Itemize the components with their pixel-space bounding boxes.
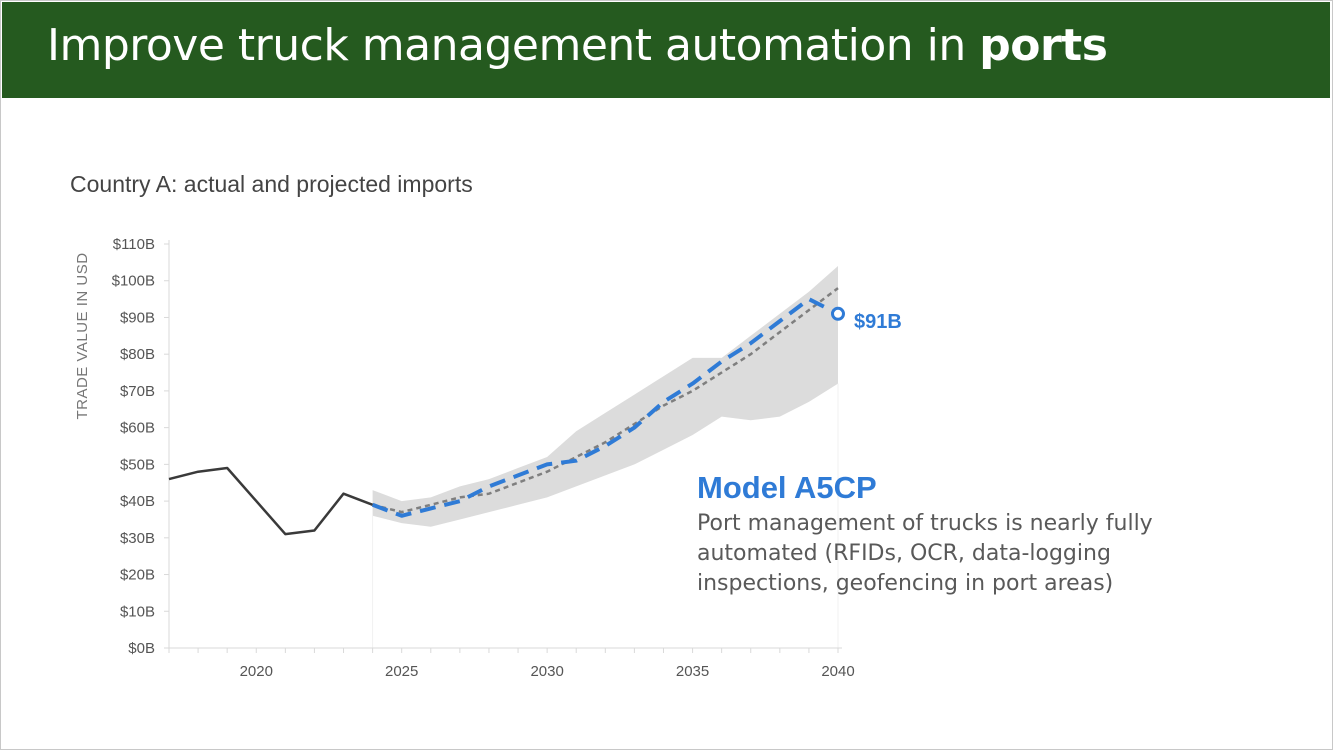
slide-title-regular: Improve truck management automation in	[47, 20, 980, 71]
projection-range-band	[372, 266, 838, 527]
x-tick-label: 2040	[821, 663, 854, 680]
y-tick-label: $60B	[120, 420, 155, 437]
y-tick-label: $50B	[120, 456, 155, 473]
y-axis-title: TRADE VALUE IN USD	[74, 252, 91, 419]
chart-title: Country A: actual and projected imports	[70, 171, 473, 197]
y-tick-label: $0B	[128, 640, 155, 657]
model-end-value-label: $91B	[854, 311, 902, 333]
x-tick-label: 2020	[240, 663, 273, 680]
model-description: Port management of trucks is nearly full…	[697, 511, 1153, 596]
actual-imports-line	[168, 466, 374, 536]
title-banner: Improve truck management automation in p…	[2, 2, 1330, 98]
model-end-marker	[831, 306, 845, 321]
slide-title: Improve truck management automation in p…	[47, 20, 1108, 71]
y-tick-label: $110B	[113, 236, 155, 253]
y-tick-label: $10B	[120, 603, 155, 620]
y-tick-label: $80B	[120, 346, 155, 363]
baseline-projection-line	[372, 287, 839, 514]
x-tick-label: 2030	[530, 663, 563, 680]
y-tick-label: $90B	[120, 309, 155, 326]
y-tick-label: $20B	[120, 567, 155, 584]
y-tick-label: $70B	[120, 383, 155, 400]
x-tick-label: 2035	[676, 663, 709, 680]
y-tick-label: $30B	[120, 530, 155, 547]
model-title: Model A5CP	[697, 470, 877, 505]
y-tick-label: $100B	[112, 273, 155, 290]
slide-title-bold: ports	[979, 20, 1108, 71]
model-a5cp-line	[371, 297, 839, 518]
y-tick-label: $40B	[120, 493, 155, 510]
x-tick-label: 2025	[385, 663, 418, 680]
